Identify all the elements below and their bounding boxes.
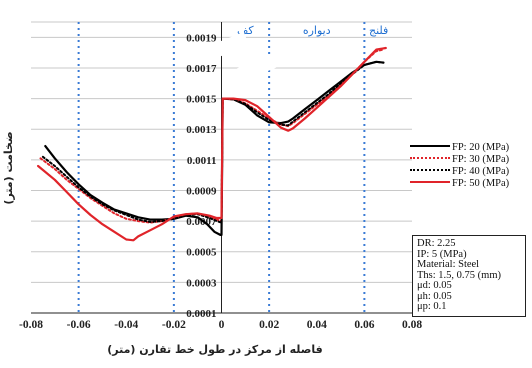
y-tick-label: 0.0019 xyxy=(186,32,217,44)
legend-entry: FP: 50 (MPa) xyxy=(410,178,532,190)
legend-label: FP: 20 (MPa) xyxy=(452,142,510,153)
legend-entry: FP: 20 (MPa) xyxy=(410,142,532,154)
series-line-1 xyxy=(44,60,385,236)
series-line-3 xyxy=(41,60,385,224)
x-tick-label: -0.02 xyxy=(162,319,186,331)
legend-swatch-fp50 xyxy=(410,181,450,183)
x-tick-label: 0.02 xyxy=(259,319,279,331)
x-tick-label: 0.04 xyxy=(307,319,327,331)
x-tick-label: 0.06 xyxy=(354,319,374,331)
region-label: دیواره xyxy=(303,24,331,37)
legend-label: FP: 30 (MPa) xyxy=(452,154,510,165)
x-tick-label: -0.04 xyxy=(114,319,138,331)
legend-label: FP: 50 (MPa) xyxy=(452,178,510,189)
region-label: فلنج xyxy=(369,24,388,37)
legend-swatch-fp20 xyxy=(410,145,450,147)
param-material: Material: Steel xyxy=(417,259,480,270)
legend-entry: FP: 40 (MPa) xyxy=(410,166,532,178)
param-mu-h: μh: 0.05 xyxy=(417,290,452,302)
param-mu-p: μp: 0.1 xyxy=(417,301,447,312)
y-tick-label: 0.0013 xyxy=(186,124,217,136)
x-tick-label: -0.08 xyxy=(19,319,43,331)
legend-swatch-fp40 xyxy=(410,169,450,171)
y-tick-label: 0.0011 xyxy=(187,155,217,167)
series-line-4 xyxy=(37,46,387,242)
legend-swatch-fp30 xyxy=(410,157,450,159)
param-ths: Ths: 1.5, 0.75 (mm) xyxy=(417,269,501,281)
parameters-box: DR: 2.25 IP: 5 (MPa) Material: Steel Ths… xyxy=(412,235,526,317)
x-tick-label: 0.08 xyxy=(402,319,422,331)
param-mu-d: μd: 0.05 xyxy=(417,280,452,291)
y-tick-label: 0.0017 xyxy=(186,63,217,75)
y-tick-label: 0.0005 xyxy=(186,247,217,259)
y-tick-label: 0.0015 xyxy=(186,94,217,106)
legend-entry: FP: 30 (MPa) xyxy=(410,154,532,166)
y-tick-label: 0.0009 xyxy=(186,185,217,197)
param-ip: IP: 5 (MPa) xyxy=(417,248,467,260)
param-dr: DR: 2.25 xyxy=(417,238,456,249)
x-axis-title: فاصله از مرکز در طول خط تقارن (متر) xyxy=(107,343,323,356)
legend: FP: 20 (MPa) FP: 30 (MPa) FP: 40 (MPa) F… xyxy=(410,142,532,190)
y-tick-label: 0.0003 xyxy=(186,277,217,289)
legend-label: FP: 40 (MPa) xyxy=(452,166,510,177)
y-axis-title: ضخامت (متر) xyxy=(2,131,15,204)
x-tick-label: 0 xyxy=(219,319,225,331)
y-tick-label: 0.0001 xyxy=(186,308,216,320)
x-tick-label: -0.06 xyxy=(67,319,91,331)
